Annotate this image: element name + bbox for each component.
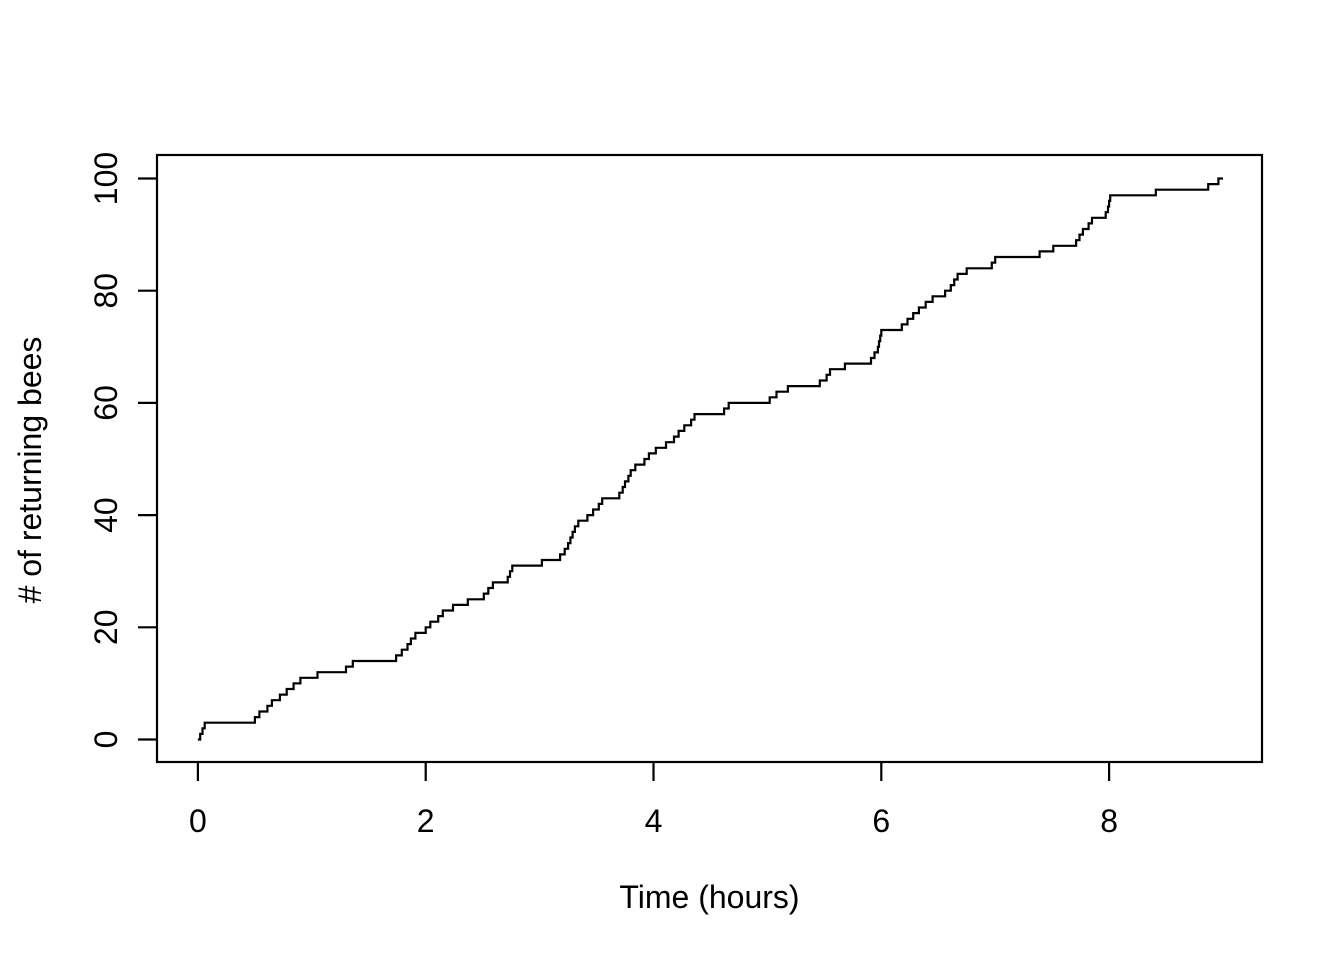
x-tick-label: 6 xyxy=(872,803,890,839)
y-tick-label: 100 xyxy=(88,152,124,205)
x-tick-label: 4 xyxy=(645,803,663,839)
y-tick-label: 80 xyxy=(88,273,124,309)
x-axis-label: Time (hours) xyxy=(619,879,799,915)
y-tick-label: 60 xyxy=(88,385,124,421)
step-curve xyxy=(197,177,1223,741)
plot-box xyxy=(155,153,1264,764)
y-tick-label: 0 xyxy=(88,731,124,749)
x-tick-label: 2 xyxy=(417,803,435,839)
y-axis-label: # of returning bees xyxy=(12,337,48,604)
x-tick-label: 0 xyxy=(189,803,207,839)
x-tick-label: 8 xyxy=(1100,803,1118,839)
y-tick-label: 20 xyxy=(88,610,124,646)
y-tick-label: 40 xyxy=(88,497,124,533)
